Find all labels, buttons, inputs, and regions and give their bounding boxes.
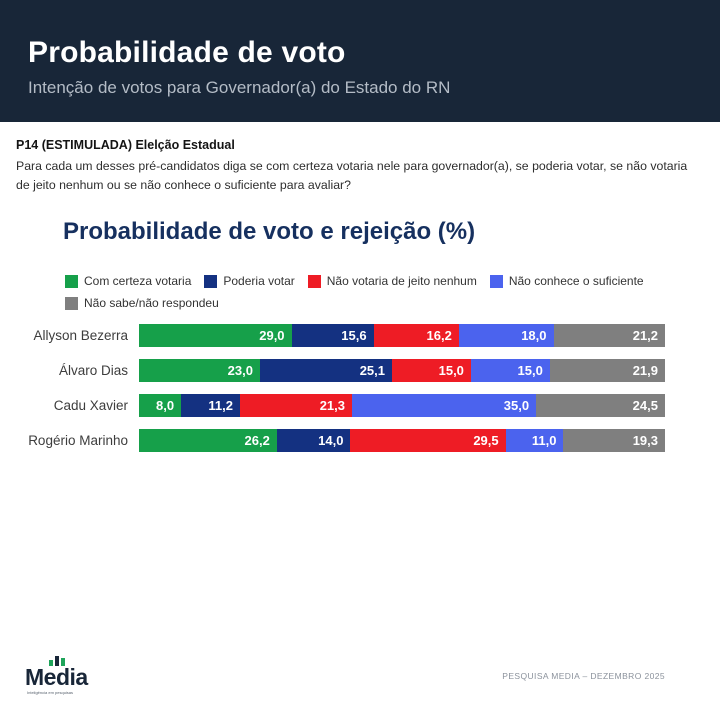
- stacked-bar: 23,0 25,1 15,0 15,0 21,9: [139, 359, 666, 383]
- question-block: P14 (ESTIMULADA) Elelção Estadual Para c…: [16, 138, 696, 195]
- bar-segment: 24,5: [536, 394, 665, 418]
- legend-swatch-icon: [65, 274, 78, 288]
- question-text: Para cada um desses pré-candidatos diga …: [16, 159, 688, 193]
- bar-segment: 15,6: [291, 324, 374, 348]
- segment-value: 26,2: [244, 433, 270, 449]
- bar-segment: 8,0: [139, 394, 182, 418]
- legend-swatch-icon: [65, 296, 78, 310]
- segment-value: 19,3: [632, 433, 658, 449]
- bar-segment: 14,0: [276, 429, 351, 453]
- chart-row: Álvaro Dias 23,0 25,1 15,0 15,0 21,9: [0, 359, 720, 383]
- bar-segment: 15,0: [470, 359, 550, 383]
- bar-segment: 26,2: [139, 429, 277, 453]
- segment-value: 15,0: [517, 363, 543, 379]
- legend-item: Não conhece o suficiente: [489, 274, 644, 289]
- chart-row: Rogério Marinho 26,2 14,0 29,5 11,0 19,3: [0, 429, 720, 453]
- segment-value: 15,6: [341, 328, 367, 344]
- legend-item: Com certeza votaria: [65, 274, 191, 288]
- segment-value: 29,0: [259, 328, 285, 344]
- legend-item: Poderia votar: [204, 274, 295, 289]
- page-title: Probabilidade de voto: [28, 36, 346, 69]
- chart-row: Allyson Bezerra 29,0 15,6 16,2 18,0 21,2: [0, 324, 720, 348]
- bar-segment: 16,2: [373, 324, 459, 348]
- question-label: P14 (ESTIMULADA) Elelção Estadual: [16, 138, 235, 152]
- chart-row: Cadu Xavier 8,0 11,2 21,3 35,0 24,5: [0, 394, 720, 418]
- segment-value: 29,5: [473, 433, 499, 449]
- bar-chart-icon: [49, 655, 105, 666]
- segment-value: 11,0: [531, 433, 557, 449]
- logo-tagline: Inteligência em pesquisas: [27, 690, 74, 695]
- segment-value: 21,2: [632, 328, 659, 344]
- chart-title: Probabilidade de voto e rejeição (%): [63, 218, 476, 246]
- candidate-label: Cadu Xavier: [53, 398, 128, 414]
- source-caption: PESQUISA MEDIA – DEZEMBRO 2025: [502, 671, 665, 681]
- media-logo: Media Inteligência em pesquisas: [25, 655, 105, 695]
- bar-segment: 21,3: [239, 394, 353, 418]
- bar-segment: 19,3: [563, 429, 665, 453]
- segment-value: 23,0: [227, 363, 253, 379]
- legend-swatch-icon: [307, 274, 321, 288]
- bar-segment: 11,2: [181, 394, 240, 418]
- legend-label: Com certeza votaria: [84, 274, 192, 289]
- page-subtitle: Intenção de votos para Governador(a) do …: [28, 78, 451, 97]
- logo-wordmark: Media: [25, 664, 88, 690]
- bar-segment: 21,9: [549, 359, 666, 383]
- legend-item: Não sabe/não respondeu: [65, 296, 219, 310]
- candidate-label: Rogério Marinho: [28, 433, 128, 449]
- bar-segment: 23,0: [139, 359, 260, 383]
- chart-legend: Com certeza votaria Poderia votar Não vota…: [65, 274, 687, 310]
- legend-swatch-icon: [204, 274, 218, 288]
- candidate-label: Allyson Bezerra: [33, 328, 128, 344]
- segment-value: 35,0: [503, 398, 530, 414]
- bar-segment: 21,2: [553, 324, 666, 348]
- bar-segment: 35,0: [352, 394, 537, 418]
- page-header: Probabilidade de voto Intenção de votos …: [0, 0, 720, 122]
- segment-value: 8,0: [156, 398, 175, 414]
- segment-value: 11,2: [208, 398, 233, 414]
- legend-swatch-icon: [489, 274, 503, 288]
- segment-value: 18,0: [521, 328, 547, 344]
- stacked-bar: 29,0 15,6 16,2 18,0 21,2: [139, 324, 666, 348]
- legend-item: Não votaria de jeito nenhum: [307, 274, 477, 289]
- bar-segment: 29,0: [139, 324, 292, 348]
- bar-segment: 11,0: [505, 429, 564, 453]
- bar-segment: 25,1: [259, 359, 393, 383]
- stacked-bar: 8,0 11,2 21,3 35,0 24,5: [139, 394, 665, 418]
- legend-label: Não conhece o suficiente: [508, 274, 644, 289]
- legend-label: Não sabe/não respondeu: [84, 296, 219, 311]
- bar-segment: 15,0: [392, 359, 471, 383]
- segment-value: 25,1: [359, 363, 386, 379]
- candidate-label: Álvaro Dias: [58, 363, 128, 379]
- stacked-bar: 26,2 14,0 29,5 11,0 19,3: [139, 429, 665, 453]
- segment-value: 14,0: [318, 433, 344, 449]
- segment-value: 21,3: [319, 398, 346, 414]
- bar-segment: 29,5: [350, 429, 506, 453]
- segment-value: 15,0: [438, 363, 464, 379]
- segment-value: 16,2: [426, 328, 452, 344]
- segment-value: 21,9: [632, 363, 659, 379]
- legend-label: Não votaria de jeito nenhum: [326, 274, 477, 289]
- stacked-bar-chart: Allyson Bezerra 29,0 15,6 16,2 18,0 21,2 Álvar…: [0, 324, 720, 453]
- segment-value: 24,5: [632, 398, 658, 414]
- bar-segment: 18,0: [458, 324, 554, 348]
- legend-label: Poderia votar: [223, 274, 295, 289]
